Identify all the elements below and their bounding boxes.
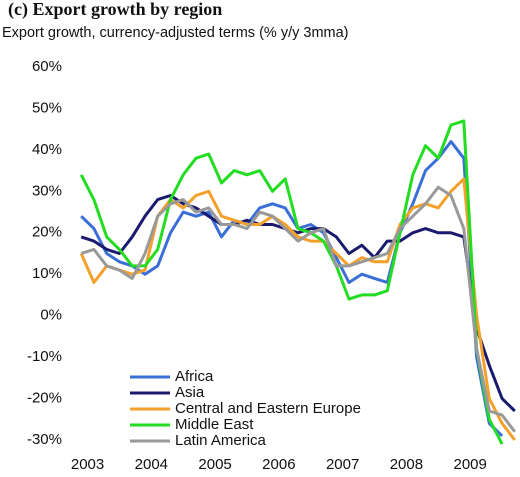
x-tick-label: 2006 bbox=[262, 456, 295, 473]
chart-subtitle: Export growth, currency-adjusted terms (… bbox=[2, 25, 349, 41]
y-tick-label: 0% bbox=[40, 307, 62, 324]
series-line bbox=[79, 119, 504, 445]
x-tick-label: 2004 bbox=[135, 456, 168, 473]
x-tick-label: 2009 bbox=[453, 456, 486, 473]
legend-label: Africa bbox=[175, 368, 214, 385]
x-tick-label: 2008 bbox=[390, 456, 423, 473]
chart-title: (c) Export growth by region bbox=[8, 0, 222, 20]
series-line bbox=[79, 177, 516, 441]
y-tick-label: -30% bbox=[27, 431, 62, 448]
y-tick-label: 60% bbox=[32, 58, 62, 75]
y-tick-label: 20% bbox=[32, 224, 62, 241]
y-tick-label: 30% bbox=[32, 182, 62, 199]
series-line bbox=[80, 194, 516, 413]
y-tick-label: 40% bbox=[32, 141, 62, 158]
y-tick-label: 10% bbox=[32, 265, 62, 282]
y-tick-label: 50% bbox=[32, 99, 62, 116]
legend-label: Central and Eastern Europe bbox=[175, 400, 361, 417]
series-line bbox=[80, 185, 516, 433]
x-tick-label: 2003 bbox=[71, 456, 104, 473]
y-tick-label: -10% bbox=[27, 348, 62, 365]
x-tick-label: 2005 bbox=[198, 456, 231, 473]
legend-label: Asia bbox=[175, 384, 205, 401]
y-tick-label: -20% bbox=[27, 390, 62, 407]
legend-label: Middle East bbox=[175, 416, 254, 433]
legend-label: Latin America bbox=[175, 432, 267, 449]
x-tick-label: 2007 bbox=[326, 456, 359, 473]
series-line bbox=[80, 140, 504, 437]
